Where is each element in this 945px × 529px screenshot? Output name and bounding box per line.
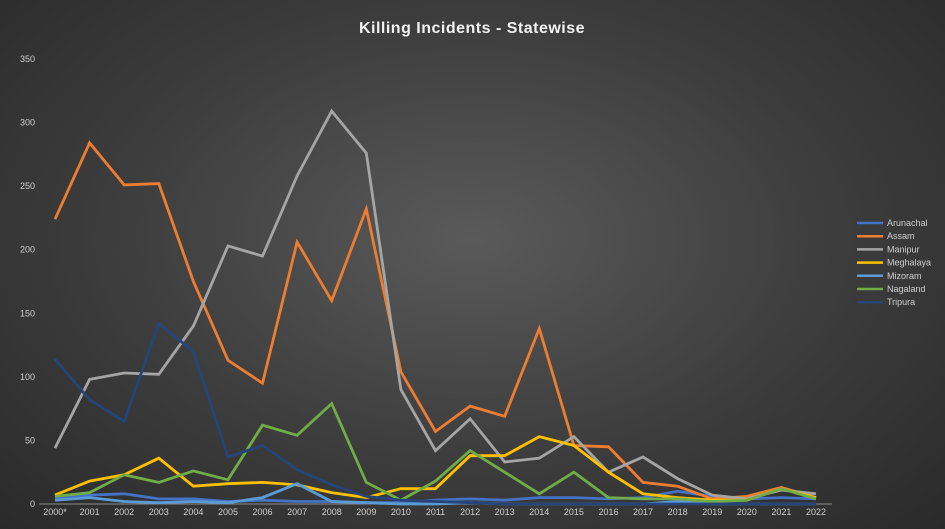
x-tick-label: 2007	[287, 507, 307, 517]
x-tick-label: 2005	[218, 507, 238, 517]
x-tick-label: 2001	[80, 507, 100, 517]
y-tick-label: 250	[20, 181, 35, 191]
series-line-manipur	[53, 108, 817, 501]
x-tick-label: 2000*	[43, 507, 67, 517]
x-tick-label: 2016	[598, 507, 618, 517]
series-line-mizoram	[54, 482, 816, 506]
x-axis: 2000* 2001 2002 2003 2004 2005 2006 2007 2008 200…	[39, 503, 832, 517]
x-tick-label: 2019	[702, 507, 722, 517]
legend-item-mizoram: Mizoram	[857, 271, 922, 281]
legend-item-arunachal: Arunachal	[857, 218, 928, 228]
x-tick-label: 2009	[356, 507, 376, 517]
y-tick-label: 100	[20, 372, 35, 382]
y-tick-label: 350	[20, 54, 35, 64]
x-tick-label: 2014	[529, 507, 549, 517]
series-line-assam	[53, 140, 817, 501]
y-tick-label: 50	[25, 435, 35, 445]
series-line-tripura	[53, 321, 816, 506]
y-tick-label: 300	[20, 118, 35, 128]
legend-item-meghalaya: Meghalaya	[857, 258, 931, 268]
y-axis: 0 50 100 150 200 250 300 350	[20, 54, 35, 509]
x-tick-label: 2021	[771, 507, 791, 517]
y-tick-label: 150	[20, 308, 35, 318]
x-tick-label: 2017	[633, 507, 653, 517]
y-tick-label: 0	[30, 499, 35, 509]
legend-item-nagaland: Nagaland	[857, 284, 926, 294]
x-tick-label: 2020	[737, 507, 757, 517]
legend-label: Assam	[887, 231, 915, 241]
legend: Arunachal Assam Manipur Meghalaya Mizoram Nag…	[857, 218, 931, 307]
x-tick-label: 2013	[495, 507, 515, 517]
series-line-nagaland	[54, 401, 817, 503]
legend-label: Manipur	[887, 244, 920, 254]
x-tick-label: 2004	[183, 507, 203, 517]
legend-label: Nagaland	[887, 284, 926, 294]
legend-item-tripura: Tripura	[857, 297, 915, 307]
legend-item-assam: Assam	[857, 231, 915, 241]
x-tick-label: 2003	[149, 507, 169, 517]
legend-item-manipur: Manipur	[857, 244, 920, 254]
chart-title: Killing Incidents - Statewise	[359, 20, 585, 37]
y-tick-label: 200	[20, 245, 35, 255]
series-lines	[53, 108, 817, 506]
legend-label: Meghalaya	[887, 258, 931, 268]
legend-label: Arunachal	[887, 218, 928, 228]
x-tick-label: 2015	[564, 507, 584, 517]
x-tick-label: 2006	[253, 507, 273, 517]
x-tick-label: 2018	[668, 507, 688, 517]
x-tick-label: 2011	[426, 507, 445, 517]
x-tick-label: 2002	[114, 507, 134, 517]
x-tick-label: 2022	[806, 507, 826, 517]
x-tick-label: 2008	[322, 507, 342, 517]
legend-label: Tripura	[887, 297, 915, 307]
x-tick-label: 2012	[460, 507, 480, 517]
legend-label: Mizoram	[887, 271, 922, 281]
x-tick-label: 2010	[391, 507, 411, 517]
